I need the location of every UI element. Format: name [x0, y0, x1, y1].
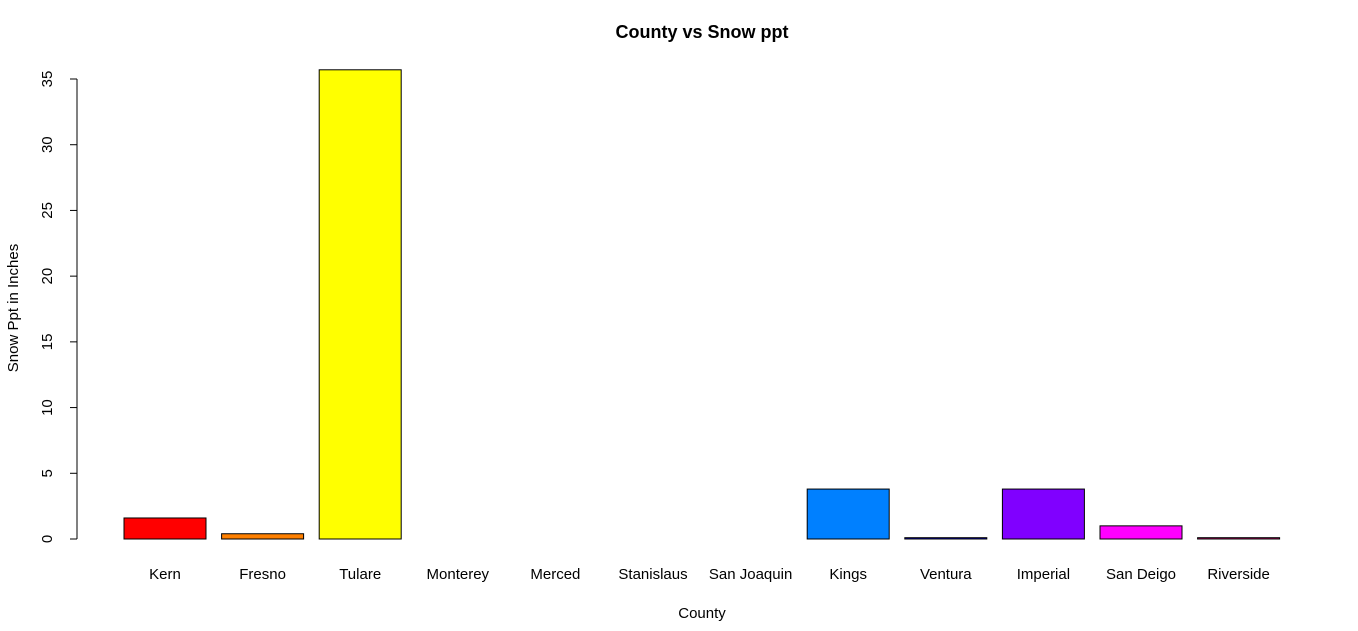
y-tick-label: 25 [39, 202, 56, 219]
x-tick-label: San Joaquin [709, 566, 792, 583]
y-tick-label: 30 [39, 136, 56, 153]
x-axis-label: County [678, 605, 726, 622]
bar-fresno [221, 533, 305, 540]
y-axis: 0 5 10 15 20 25 30 35 [39, 71, 78, 543]
y-tick-label: 10 [39, 399, 56, 416]
x-tick-label: Tulare [339, 566, 381, 583]
x-tick-label: San Deigo [1106, 566, 1176, 583]
bar-kings [806, 488, 890, 540]
x-tick-label: Kings [829, 566, 867, 583]
x-tick-label: Monterey [427, 566, 490, 583]
bar-ventura [904, 537, 988, 540]
x-tick-label: Merced [530, 566, 580, 583]
y-tick-label: 20 [39, 268, 56, 285]
bar-imperial [1001, 488, 1085, 540]
bar-san-deigo [1099, 525, 1183, 540]
x-tick-label: Ventura [920, 566, 972, 583]
y-tick-label: 5 [39, 469, 56, 477]
y-tick-label: 0 [39, 535, 56, 543]
x-tick-label: Riverside [1207, 566, 1270, 583]
x-tick-label: Kern [149, 566, 181, 583]
y-tick-label: 35 [39, 71, 56, 88]
y-axis-label: Snow Ppt in Inches [5, 244, 22, 372]
bars-group [123, 69, 1281, 540]
x-tick-labels: Kern Fresno Tulare Monterey Merced Stanislaus… [149, 566, 1270, 583]
bar-kern [123, 517, 207, 540]
chart-title: County vs Snow ppt [616, 22, 789, 42]
bar-riverside [1197, 537, 1281, 540]
y-tick-label: 15 [39, 334, 56, 351]
x-tick-label: Imperial [1017, 566, 1070, 583]
bar-tulare [318, 69, 402, 540]
x-tick-label: Stanislaus [618, 566, 687, 583]
x-tick-label: Fresno [239, 566, 286, 583]
